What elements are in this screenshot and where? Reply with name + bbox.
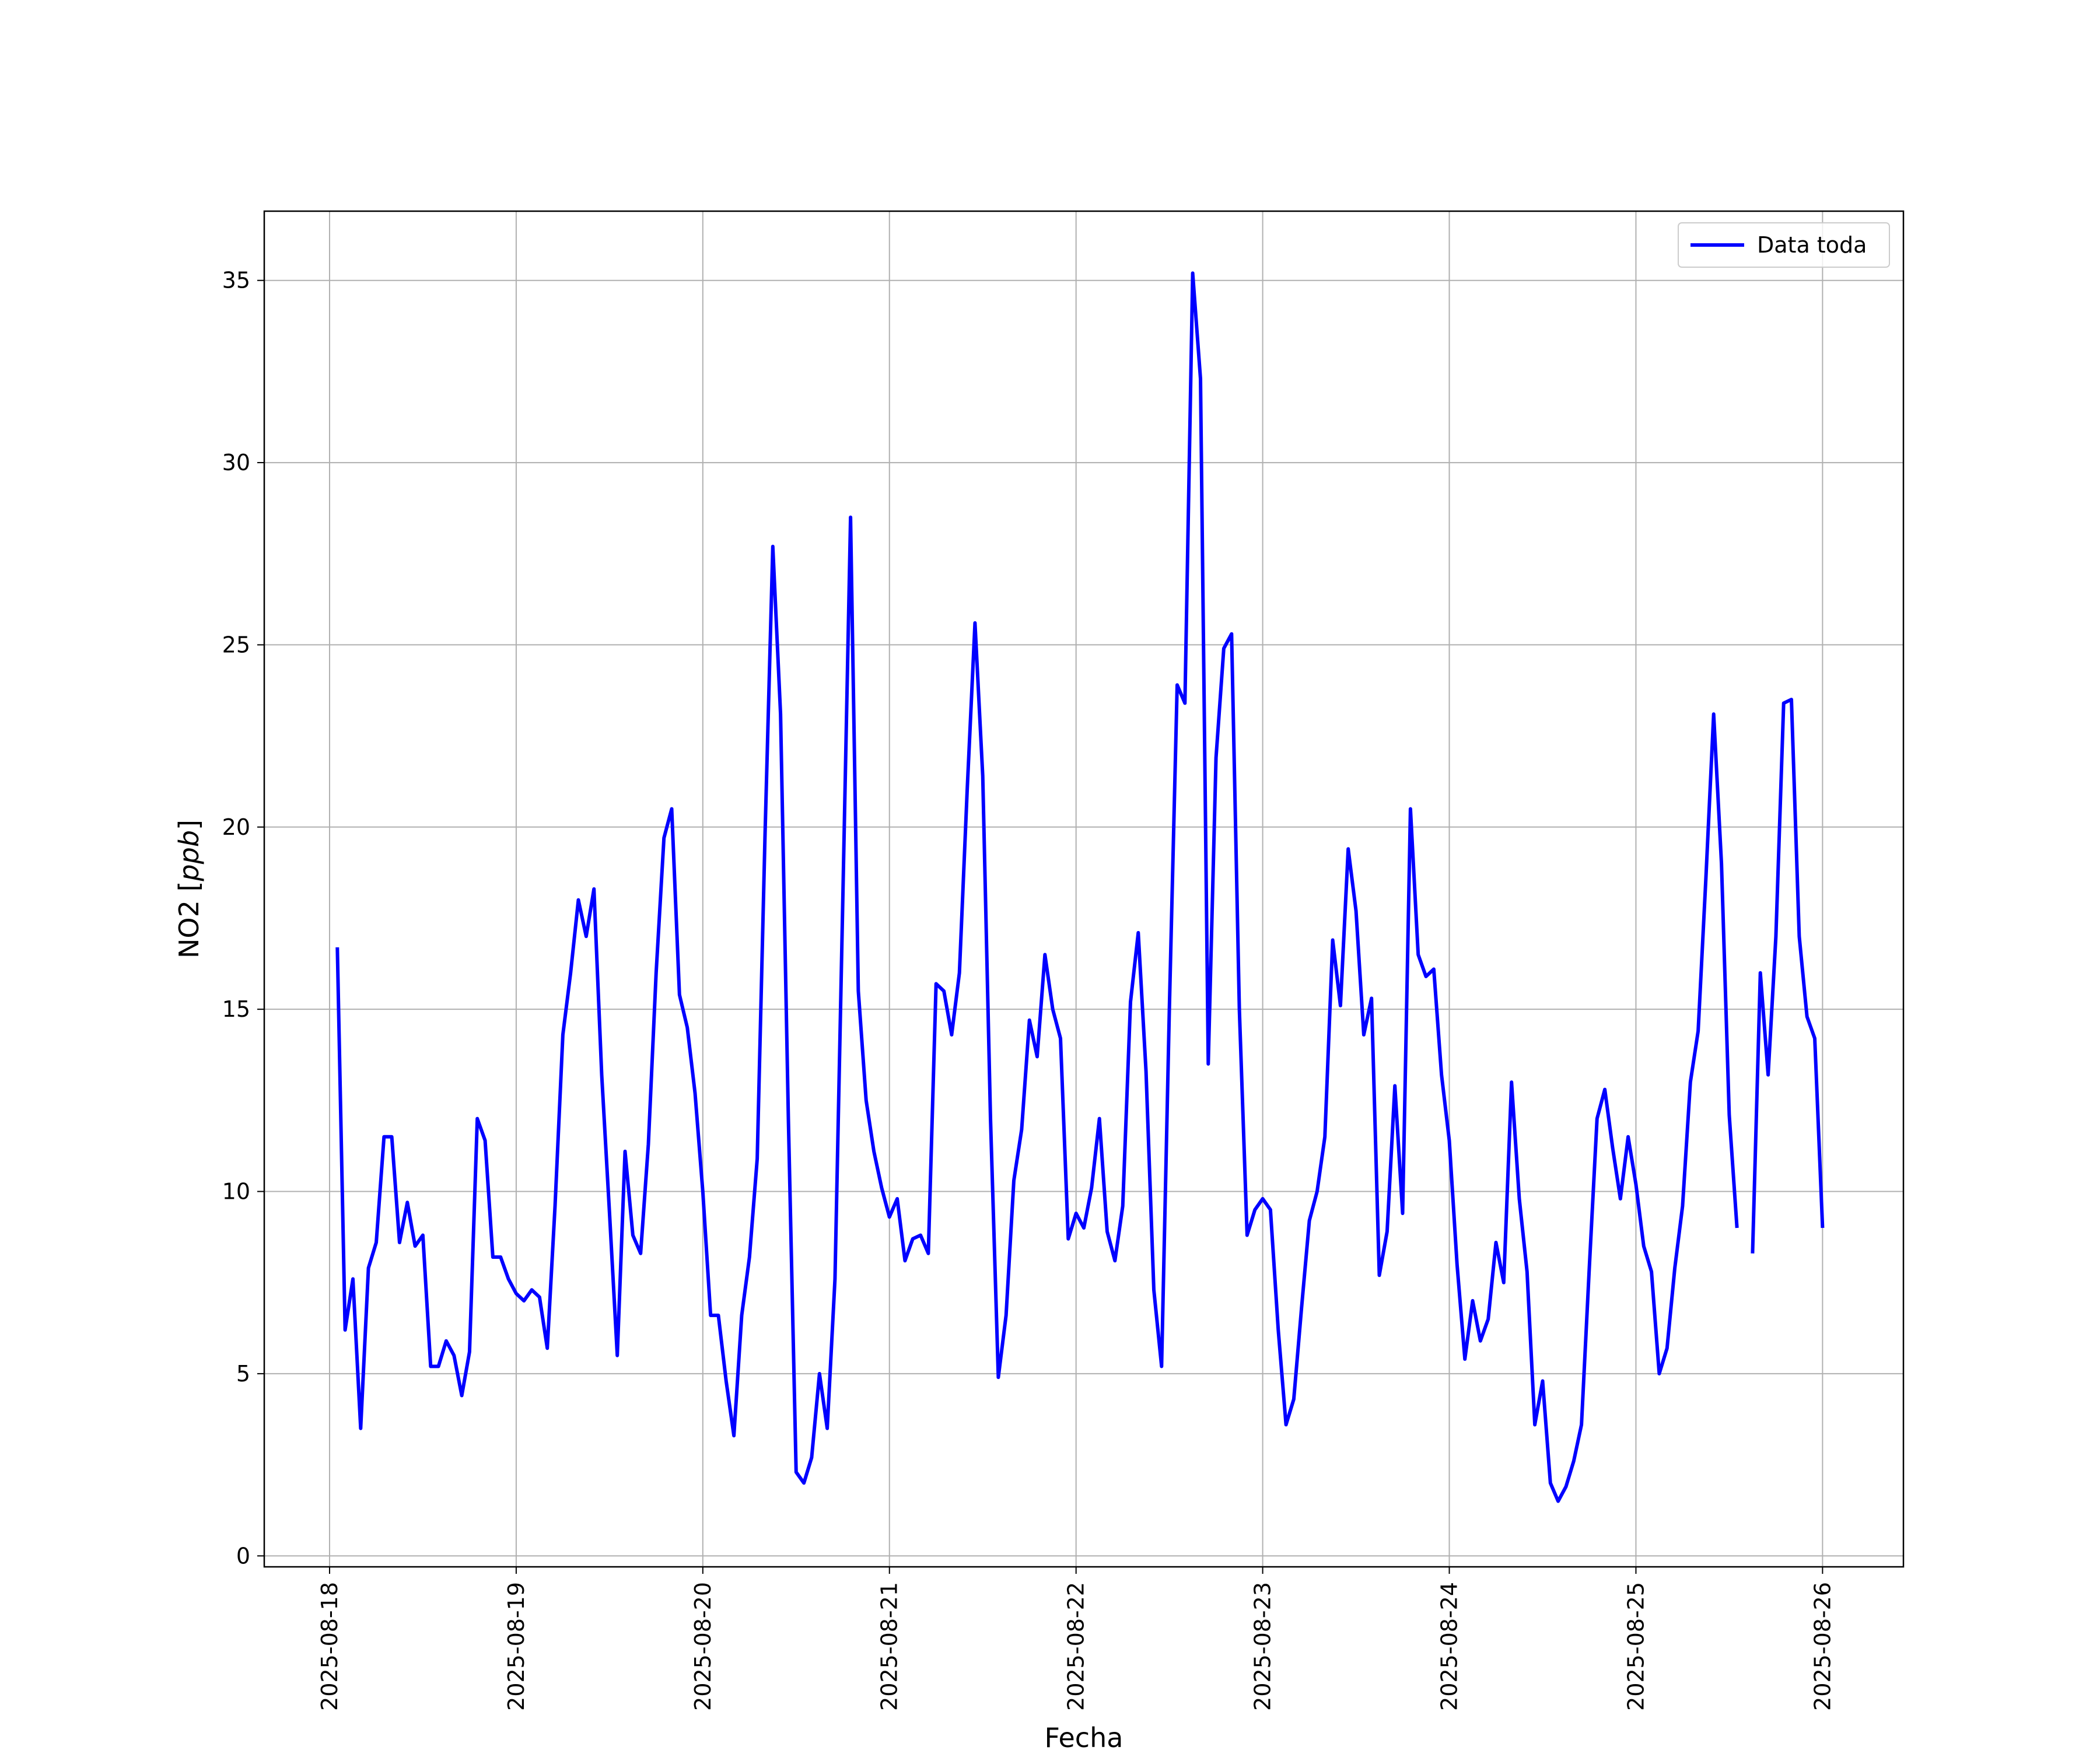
y-axis-label-close: ] [173, 820, 205, 830]
y-tick-label: 25 [222, 632, 250, 657]
legend-box [1678, 222, 1890, 268]
y-axis-label-unit: ppb [173, 830, 205, 882]
y-tick-label: 35 [222, 268, 250, 293]
y-axis-label-main: NO2 [ [173, 881, 205, 958]
x-tick-label: 2025-08-19 [503, 1582, 529, 1711]
y-tick-label: 5 [236, 1361, 250, 1387]
x-tick-label: 2025-08-20 [690, 1582, 716, 1711]
plot-series [335, 271, 1825, 1503]
series-line-data-toda [1751, 698, 1825, 1254]
series-line-data-toda [335, 271, 1739, 1503]
y-tick-label: 10 [222, 1179, 250, 1205]
plot-frame [263, 210, 1905, 1568]
x-tick-label: 2025-08-21 [877, 1582, 902, 1711]
x-tick-label: 2025-08-26 [1810, 1582, 1835, 1711]
y-tick-label: 20 [222, 814, 250, 840]
legend: Data toda [1678, 222, 1890, 268]
x-tick-label: 2025-08-22 [1063, 1582, 1089, 1711]
y-tick-label: 30 [222, 450, 250, 475]
x-tick-label: 2025-08-24 [1437, 1582, 1462, 1711]
x-tick-label: 2025-08-25 [1623, 1582, 1648, 1711]
y-tick-label: 15 [222, 996, 250, 1022]
gridlines [264, 211, 1903, 1567]
x-axis-label: Fecha [1045, 1722, 1124, 1750]
y-axis: 0 5 10 15 20 25 30 35 [222, 268, 264, 1569]
legend-entry-label: Data toda [1757, 232, 1867, 258]
y-tick-label: 0 [236, 1543, 250, 1569]
x-axis: 2025-08-18 2025-08-19 2025-08-20 2025-08-21… [317, 1567, 1835, 1711]
x-tick-label: 2025-08-23 [1250, 1582, 1276, 1711]
y-axis-label: NO2 [ppb] [173, 820, 205, 958]
x-tick-label: 2025-08-18 [317, 1582, 342, 1711]
